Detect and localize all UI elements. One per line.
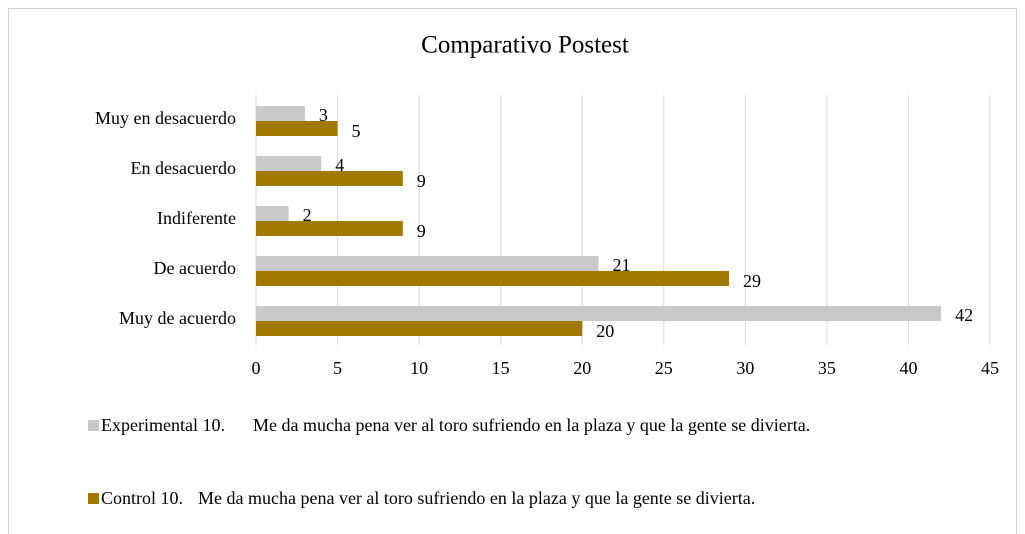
legend-swatch [88, 493, 99, 504]
x-tick-label: 5 [333, 358, 342, 378]
bar [256, 306, 942, 321]
chart-title: Comparativo Postest [421, 32, 629, 59]
x-tick-label: 45 [981, 358, 999, 378]
bar [256, 221, 403, 236]
legend-item: Control 10. Me da mucha pena ver al toro… [88, 484, 988, 512]
y-tick-label: Muy de acuerdo [119, 308, 236, 328]
value-label: 2 [303, 205, 312, 225]
x-tick-label: 15 [492, 358, 510, 378]
bar [256, 256, 599, 271]
legend-label: Experimental 10. Me da mucha pena ver al… [101, 415, 811, 435]
value-label: 9 [417, 171, 426, 191]
value-label: 20 [596, 321, 614, 341]
value-label: 21 [613, 255, 631, 275]
x-tick-label: 35 [818, 358, 836, 378]
y-tick-label: En desacuerdo [131, 158, 236, 178]
y-tick-label: Muy en desacuerdo [95, 108, 236, 128]
x-tick-label: 25 [655, 358, 673, 378]
legend-swatch [88, 420, 99, 431]
x-tick-label: 0 [252, 358, 261, 378]
value-label: 29 [743, 271, 761, 291]
bar [256, 171, 403, 186]
x-tick-label: 10 [410, 358, 428, 378]
value-label: 9 [417, 221, 426, 241]
bar [256, 321, 583, 336]
bar [256, 206, 289, 221]
x-tick-label: 20 [573, 358, 591, 378]
bar [256, 121, 338, 136]
value-label: 4 [335, 155, 344, 175]
legend-label: Control 10. Me da mucha pena ver al toro… [101, 488, 756, 508]
chart-frame [8, 8, 1017, 534]
y-tick-label: Indiferente [157, 208, 236, 228]
bar [256, 271, 730, 286]
legend-item: Experimental 10. Me da mucha pena ver al… [88, 411, 988, 439]
value-label: 42 [955, 305, 973, 325]
bar [256, 156, 322, 171]
x-tick-label: 30 [736, 358, 754, 378]
bar [256, 106, 305, 121]
y-tick-label: De acuerdo [154, 258, 236, 278]
value-label: 5 [352, 121, 361, 141]
x-tick-label: 40 [899, 358, 917, 378]
value-label: 3 [319, 105, 328, 125]
